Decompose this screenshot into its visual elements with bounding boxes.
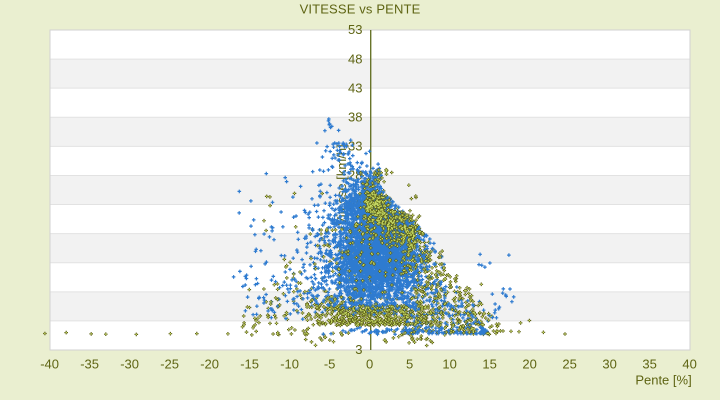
svg-text:53: 53 xyxy=(348,22,362,37)
svg-text:3: 3 xyxy=(355,313,362,328)
svg-text:-25: -25 xyxy=(160,357,179,372)
svg-text:33: 33 xyxy=(348,139,362,154)
svg-text:-10: -10 xyxy=(280,357,299,372)
svg-text:-15: -15 xyxy=(240,357,259,372)
svg-text:30: 30 xyxy=(602,357,616,372)
svg-text:-20: -20 xyxy=(200,357,219,372)
svg-text:-35: -35 xyxy=(80,357,99,372)
svg-text:-30: -30 xyxy=(120,357,139,372)
svg-text:48: 48 xyxy=(348,51,362,66)
svg-text:-40: -40 xyxy=(40,357,59,372)
svg-text:38: 38 xyxy=(348,109,362,124)
svg-text:0: 0 xyxy=(366,357,373,372)
svg-text:35: 35 xyxy=(642,357,656,372)
svg-text:40: 40 xyxy=(682,357,696,372)
svg-text:25: 25 xyxy=(562,357,576,372)
svg-text:15: 15 xyxy=(482,357,496,372)
svg-text:43: 43 xyxy=(348,80,362,95)
svg-text:10: 10 xyxy=(442,357,456,372)
svg-text:3: 3 xyxy=(355,342,362,357)
svg-text:-5: -5 xyxy=(324,357,336,372)
svg-text:Pente [%]: Pente [%] xyxy=(635,373,691,388)
svg-text:VITESSE vs PENTE: VITESSE vs PENTE xyxy=(300,2,421,17)
svg-text:20: 20 xyxy=(522,357,536,372)
svg-text:5: 5 xyxy=(406,357,413,372)
